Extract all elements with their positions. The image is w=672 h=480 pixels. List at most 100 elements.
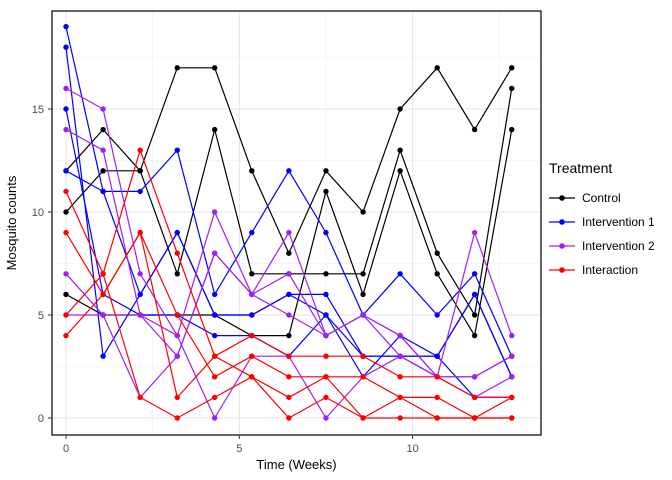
plot-panel — [52, 11, 541, 435]
legend: Treatment Control Intervention 1 Intervent… — [549, 160, 655, 282]
data-point-control — [174, 65, 180, 71]
data-point-interaction — [174, 415, 180, 421]
data-point-interaction — [323, 374, 329, 380]
data-point-interaction — [434, 374, 440, 380]
data-point-intervention-2 — [174, 353, 180, 359]
panel-border — [51, 10, 542, 436]
data-point-control — [434, 250, 440, 256]
data-point-interaction — [63, 312, 69, 318]
data-point-intervention-1 — [174, 147, 180, 153]
data-point-interaction — [63, 188, 69, 195]
data-point-control — [63, 291, 69, 298]
data-point-control — [509, 85, 515, 92]
data-point-interaction — [249, 332, 255, 339]
legend-item-intervention-2: Intervention 2 — [549, 234, 655, 258]
data-point-intervention-2 — [63, 126, 69, 133]
legend-title: Treatment — [549, 160, 613, 176]
data-point-interaction — [174, 312, 180, 318]
data-point-interaction — [286, 394, 292, 401]
legend-label: Control — [582, 191, 621, 205]
data-point-control — [286, 250, 292, 256]
y-tick-label: 0 — [38, 413, 44, 425]
y-tick-label: 5 — [38, 310, 44, 322]
data-point-intervention-1 — [63, 23, 69, 30]
data-point-interaction — [397, 415, 403, 421]
y-tick-label: 10 — [32, 207, 44, 219]
data-point-intervention-2 — [137, 312, 143, 318]
data-point-control — [100, 126, 106, 133]
data-point-intervention-1 — [211, 291, 218, 298]
y-tick-label: 15 — [32, 104, 44, 116]
data-point-interaction — [174, 250, 180, 256]
data-point-intervention-2 — [100, 147, 106, 153]
data-point-control — [323, 168, 329, 174]
data-point-interaction — [471, 394, 478, 401]
data-point-intervention-1 — [434, 312, 440, 318]
data-point-intervention-1 — [286, 291, 292, 298]
data-point-intervention-1 — [211, 312, 218, 318]
data-point-intervention-1 — [63, 106, 69, 112]
data-point-intervention-1 — [471, 271, 478, 277]
data-point-interaction — [434, 415, 440, 421]
data-point-intervention-1 — [137, 188, 143, 195]
legend-label: Intervention 1 — [582, 215, 655, 229]
data-point-intervention-2 — [471, 229, 478, 236]
legend-label: Interaction — [582, 263, 639, 277]
data-point-control — [397, 168, 403, 174]
data-point-control — [471, 332, 478, 339]
data-point-interaction — [323, 394, 329, 401]
data-point-interaction — [509, 415, 515, 421]
data-point-intervention-2 — [211, 250, 218, 256]
data-point-control — [100, 168, 106, 174]
data-point-interaction — [249, 374, 255, 380]
data-point-intervention-2 — [174, 332, 180, 339]
data-point-intervention-2 — [63, 271, 69, 277]
data-point-intervention-2 — [100, 312, 106, 318]
data-point-intervention-2 — [100, 106, 106, 112]
data-point-interaction — [211, 394, 218, 401]
data-point-interaction — [286, 415, 292, 421]
data-point-interaction — [323, 353, 329, 359]
legend-key-icon — [549, 219, 575, 225]
data-point-control — [323, 271, 329, 277]
data-point-control — [434, 65, 440, 71]
data-point-intervention-2 — [397, 332, 403, 339]
data-point-intervention-2 — [471, 374, 478, 380]
data-point-interaction — [137, 147, 143, 153]
data-point-intervention-2 — [211, 209, 218, 215]
data-point-intervention-1 — [323, 229, 329, 236]
data-point-interaction — [63, 229, 69, 236]
data-point-intervention-1 — [211, 332, 218, 339]
data-point-intervention-2 — [509, 332, 515, 339]
data-point-intervention-2 — [286, 229, 292, 236]
data-point-interaction — [63, 332, 69, 339]
data-point-interaction — [137, 229, 143, 236]
data-point-intervention-1 — [323, 312, 329, 318]
data-point-intervention-1 — [249, 312, 255, 318]
data-point-interaction — [174, 394, 180, 401]
data-point-intervention-1 — [471, 291, 478, 298]
data-point-control — [211, 126, 218, 133]
data-point-control — [286, 332, 292, 339]
data-point-intervention-2 — [397, 353, 403, 359]
data-point-control — [434, 271, 440, 277]
data-point-control — [397, 106, 403, 112]
data-point-control — [211, 65, 218, 71]
data-point-intervention-1 — [100, 353, 106, 359]
data-point-control — [249, 168, 255, 174]
data-point-control — [509, 126, 515, 133]
data-point-control — [360, 209, 366, 215]
data-point-interaction — [471, 415, 478, 421]
legend-items: Control Intervention 1 Intervention 2 Inter… — [549, 186, 655, 282]
data-point-intervention-1 — [323, 291, 329, 298]
data-point-intervention-1 — [100, 188, 106, 195]
data-point-interaction — [286, 374, 292, 380]
data-point-intervention-2 — [323, 415, 329, 421]
data-point-control — [360, 271, 366, 277]
legend-item-intervention-1: Intervention 1 — [549, 210, 655, 234]
data-point-interaction — [397, 394, 403, 401]
x-axis-title: Time (Weeks) — [256, 457, 336, 472]
legend-key-icon — [549, 243, 575, 249]
